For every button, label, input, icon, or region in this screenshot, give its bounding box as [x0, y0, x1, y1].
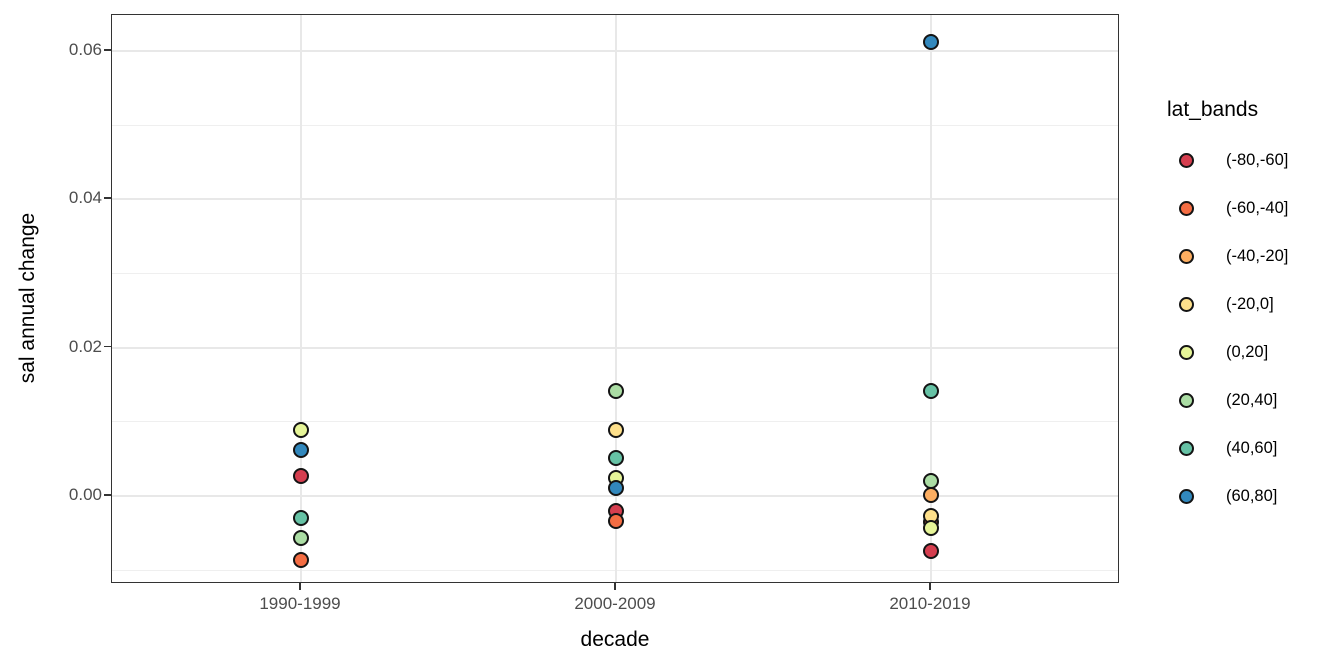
data-point	[923, 542, 939, 559]
y-tick-label: 0.02	[68, 336, 102, 356]
legend-item: (40,60]	[1162, 424, 1288, 472]
x-tick	[299, 583, 301, 590]
legend-item-label: (-20,0]	[1226, 294, 1274, 313]
x-tick-label: 1990-1999	[259, 594, 341, 613]
y-axis-title: sal annual change	[16, 212, 39, 384]
legend-key-circle-icon	[1179, 152, 1194, 168]
data-point	[923, 34, 939, 51]
legend-item-label: (0,20]	[1226, 342, 1269, 361]
y-tick-label: 0.06	[68, 39, 102, 59]
x-tick-label: 2010-2019	[889, 594, 971, 613]
legend-item-label: (-80,-60]	[1226, 150, 1289, 169]
legend-key-circle-icon	[1179, 200, 1194, 216]
data-point	[293, 467, 309, 484]
legend-item: (60,80]	[1162, 472, 1288, 520]
data-point	[293, 530, 309, 547]
data-point	[293, 442, 309, 459]
legend-key-circle-icon	[1179, 488, 1194, 504]
legend-item-label: (40,60]	[1226, 438, 1278, 457]
legend-key-circle-icon	[1179, 248, 1194, 264]
legend-item: (20,40]	[1162, 376, 1288, 424]
y-tick	[104, 197, 111, 200]
y-tick	[104, 48, 111, 51]
data-point	[293, 551, 309, 568]
data-point	[923, 382, 939, 399]
y-tick	[104, 345, 111, 348]
data-point	[608, 421, 624, 438]
plot-panel	[111, 14, 1119, 583]
data-point	[923, 519, 939, 536]
legend-item: (0,20]	[1162, 328, 1288, 376]
x-axis-title: decade	[580, 628, 650, 651]
legend-item: (-40,-20]	[1162, 232, 1288, 280]
data-point	[608, 479, 624, 496]
data-point	[923, 487, 939, 504]
legend-key-circle-icon	[1179, 344, 1194, 360]
x-gridline-major	[615, 15, 617, 582]
x-gridline-major	[300, 15, 302, 582]
legend-item-label: (-60,-40]	[1226, 198, 1289, 217]
x-tick	[614, 583, 616, 590]
data-point	[608, 382, 624, 399]
legend-item: (-80,-60]	[1162, 136, 1288, 184]
legend-item: (-60,-40]	[1162, 184, 1288, 232]
data-point	[293, 510, 309, 527]
x-tick-label: 2000-2009	[574, 594, 656, 613]
data-point	[923, 473, 939, 490]
data-point	[293, 421, 309, 438]
y-tick	[104, 494, 111, 496]
legend-key-circle-icon	[1179, 392, 1194, 408]
x-gridline-major	[930, 15, 932, 582]
x-tick	[929, 583, 931, 590]
legend-item: (-20,0]	[1162, 280, 1288, 328]
y-tick-label: 0.04	[68, 188, 102, 208]
legend: lat_bands (-80,-60] (-60,-40] (-40,-20] (-2…	[1162, 99, 1288, 520]
legend-item-label: (20,40]	[1226, 390, 1278, 409]
legend-item-label: (-40,-20]	[1226, 246, 1289, 265]
y-tick-label: 0.00	[68, 485, 102, 504]
data-point	[608, 450, 624, 467]
legend-key-circle-icon	[1179, 440, 1194, 456]
legend-key-circle-icon	[1179, 296, 1194, 312]
legend-title: lat_bands	[1167, 98, 1259, 121]
legend-item-label: (60,80]	[1226, 486, 1278, 505]
legend-items: (-80,-60] (-60,-40] (-40,-20] (-20,0] (0,20]…	[1162, 136, 1288, 520]
data-point	[608, 513, 624, 530]
